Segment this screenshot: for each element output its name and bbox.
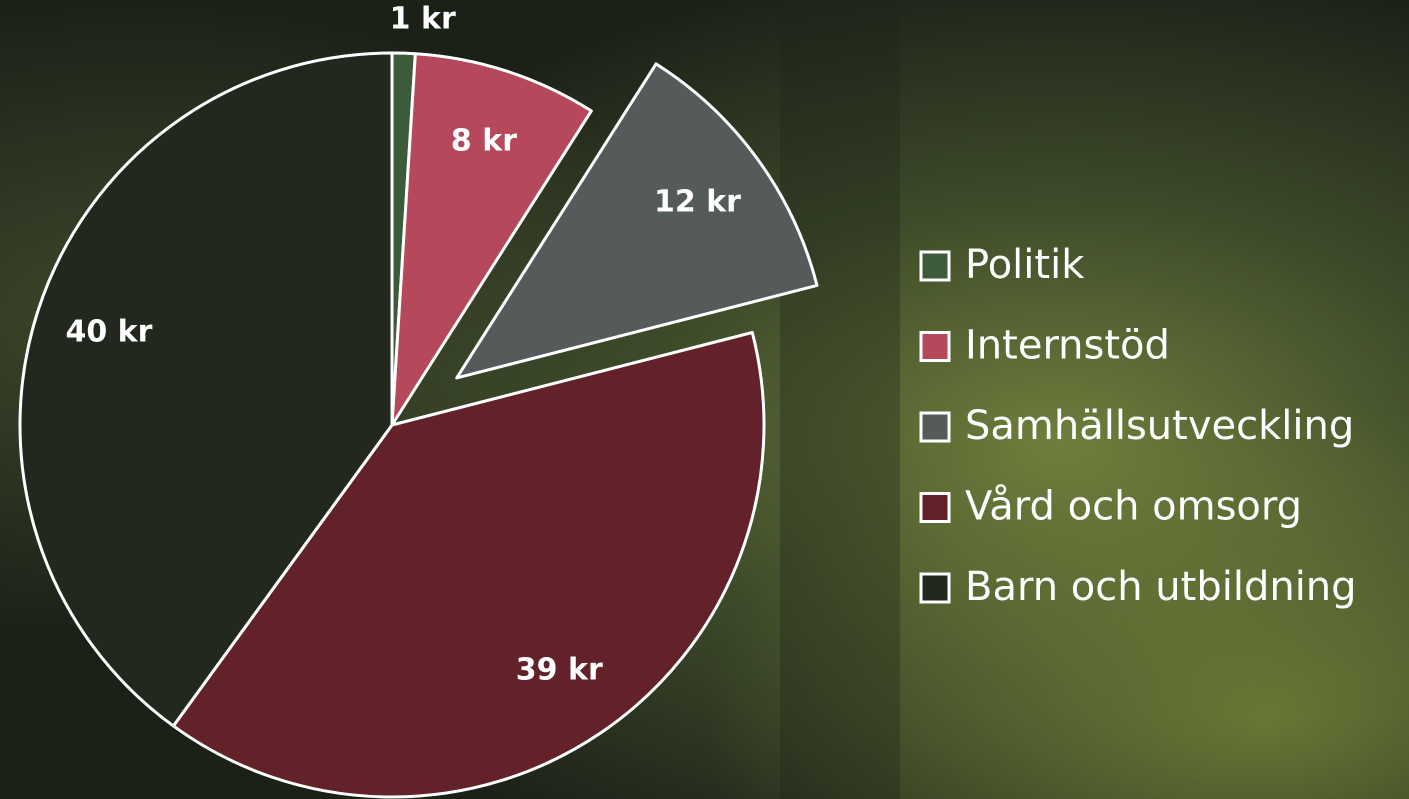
legend-label: Samhällsutveckling bbox=[965, 403, 1354, 449]
chart: 1 kr 8 kr 12 kr 39 kr 40 kr Politik Internstö… bbox=[0, 0, 1409, 799]
legend-label: Internstöd bbox=[965, 323, 1170, 369]
data-label: 8 kr bbox=[451, 123, 517, 158]
data-label: 40 kr bbox=[65, 315, 152, 350]
legend-label: Vård och omsorg bbox=[965, 484, 1302, 530]
legend-label: Barn och utbildning bbox=[965, 564, 1357, 610]
legend-swatch bbox=[921, 252, 949, 280]
page: 1 kr 8 kr 12 kr 39 kr 40 kr Politik Internstö… bbox=[0, 0, 1409, 799]
legend-swatch bbox=[921, 574, 949, 602]
legend-label: Politik bbox=[965, 242, 1085, 288]
data-label: 1 kr bbox=[390, 2, 456, 37]
legend-swatch bbox=[921, 413, 949, 441]
background-tree bbox=[780, 0, 900, 799]
legend-swatch bbox=[921, 333, 949, 361]
legend-swatch bbox=[921, 494, 949, 522]
data-label: 12 kr bbox=[654, 185, 741, 220]
data-label: 39 kr bbox=[516, 653, 603, 688]
